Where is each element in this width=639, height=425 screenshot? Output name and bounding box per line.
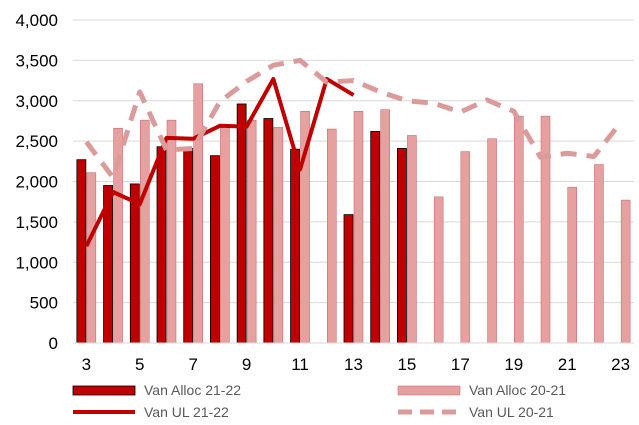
y-tick-label: 0: [49, 334, 58, 353]
x-tick-label: 23: [611, 355, 630, 374]
x-tick-label: 9: [242, 355, 251, 374]
x-axis-tick-labels: 3 5 7 9 11 13 15 17 19 21 23: [82, 355, 630, 374]
legend-label: Van Alloc 21-22: [144, 382, 241, 398]
bar: [343, 214, 354, 344]
bar: [370, 131, 381, 344]
bar: [407, 135, 417, 344]
bar: [193, 83, 203, 344]
bar: [76, 159, 87, 344]
x-tick-label: 7: [188, 355, 197, 374]
legend-label: Van Alloc 20-21: [469, 382, 566, 398]
bar: [514, 115, 524, 344]
x-tick-label: 11: [291, 355, 309, 374]
x-tick-label: 15: [397, 355, 416, 374]
legend: Van Alloc 21-22 Van Alloc 20-21 Van UL 21-…: [72, 382, 566, 420]
bar: [353, 110, 364, 344]
bar: [86, 172, 97, 344]
bars: [76, 83, 631, 344]
y-tick-label: 1,500: [15, 213, 58, 232]
series-line-van-ul-20-21: [84, 57, 623, 180]
bar: [487, 138, 497, 344]
bar: [594, 164, 604, 344]
legend-label: Van UL 21-22: [144, 404, 229, 420]
bar: [290, 148, 300, 344]
bar: [236, 103, 247, 344]
bar: [246, 119, 257, 344]
bar: [166, 119, 177, 344]
x-tick-label: 19: [504, 355, 523, 374]
y-tick-label: 3,500: [15, 51, 58, 70]
y-tick-label: 500: [30, 294, 58, 313]
bar: [620, 199, 631, 344]
y-tick-label: 1,000: [15, 253, 58, 272]
bar: [397, 147, 407, 344]
bar: [210, 155, 220, 344]
x-tick-label: 13: [344, 355, 363, 374]
legend-label: Van UL 20-21: [469, 404, 554, 420]
bar: [433, 196, 444, 344]
bar: [140, 119, 150, 344]
series-line-van-ul-21-22: [84, 76, 355, 247]
y-tick-label: 3,000: [15, 92, 58, 111]
legend-swatch: [397, 385, 461, 396]
bar: [273, 127, 284, 344]
bar: [263, 118, 274, 344]
bar: [220, 125, 230, 344]
bar: [540, 115, 551, 344]
lines: [84, 57, 623, 247]
y-tick-label: 2,500: [15, 132, 58, 151]
bar: [327, 128, 337, 344]
bar: [380, 109, 390, 344]
bar: [460, 151, 471, 344]
bar: [183, 147, 194, 344]
legend-swatch: [72, 385, 136, 396]
bar: [156, 146, 167, 344]
bar: [129, 183, 140, 344]
x-tick-label: 5: [135, 355, 144, 374]
y-tick-label: 2,000: [15, 173, 58, 192]
bar: [567, 186, 577, 344]
x-tick-label: 21: [558, 355, 577, 374]
y-axis-tick-labels: 0 500 1,000 1,500 2,000 2,500 3,000 3,500 4,000: [15, 11, 58, 353]
x-tick-label: 17: [451, 355, 470, 374]
y-tick-label: 4,000: [15, 11, 58, 30]
x-tick-label: 3: [82, 355, 91, 374]
